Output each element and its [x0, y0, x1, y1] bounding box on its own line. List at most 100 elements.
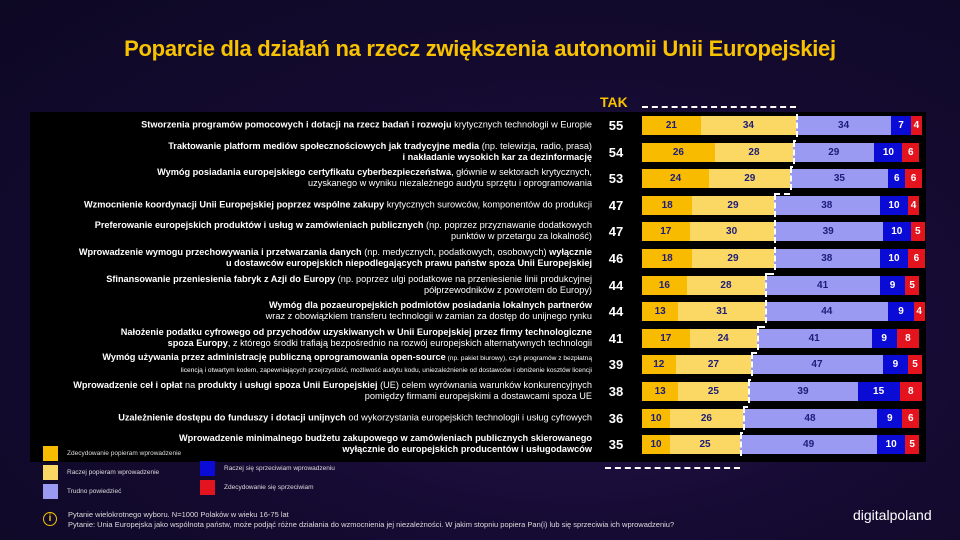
tak-value: 47 [608, 197, 624, 213]
stacked-bar: 10 25 49 10 5 [642, 435, 920, 455]
row-label: Wprowadzenie ceł i opłat na produkty i u… [32, 380, 592, 402]
bar-segment-strongly-oppose: 8 [899, 382, 922, 401]
bar-segment-strongly-support: 10 [642, 408, 670, 428]
tak-value: 44 [608, 304, 624, 320]
row-label: Wymóg posiadania europejskiego certyfika… [32, 167, 592, 189]
row-label-text: Wprowadzenie minimalnego budżetu zakupow… [179, 433, 592, 455]
bar-segment-rather-oppose: 6 [888, 169, 906, 189]
row-label: Traktowanie platform mediów społeczności… [32, 141, 592, 163]
row-label: Wprowadzenie minimalnego budżetu zakupow… [32, 433, 592, 455]
bar-segment-strongly-support: 12 [642, 355, 676, 375]
bar-segment-strongly-oppose: 5 [905, 435, 920, 455]
tak-divider-step [773, 192, 791, 195]
legend-item: Zdecydowanie popieram wprowadzenie [43, 446, 181, 461]
legend-swatch [200, 461, 215, 476]
row-label-text: krytycznych surowców, komponentów do pro… [384, 199, 592, 210]
chart-row: Wymóg dla pozaeuropejskich podmiotów pos… [0, 298, 960, 324]
bar-segment-strongly-support: 17 [642, 328, 690, 348]
bar-segment-strongly-support: 16 [642, 275, 687, 295]
bar-segment-hard-to-say: 48 [742, 408, 878, 428]
tak-value: 38 [608, 384, 624, 399]
row-label: Wymóg używania przez administrację publi… [32, 352, 592, 376]
chart-row: Wprowadzenie minimalnego budżetu zakupow… [0, 431, 960, 457]
bar-segment-strongly-support: 26 [642, 142, 715, 162]
bar-segment-strongly-support: 17 [642, 222, 690, 242]
bar-segment-strongly-support: 10 [642, 435, 670, 455]
tak-bracket-bottom [605, 467, 740, 469]
bar-segment-rather-support: 25 [678, 382, 749, 401]
row-label-text: Sfinansowanie przeniesienia fabryk z Azj… [106, 273, 336, 284]
chart-row: Preferowanie europejskich produktów i us… [0, 218, 960, 244]
tak-divider-step [751, 352, 757, 355]
row-label-text: (np. poprzez ulgi podatkowe na przeniesi… [337, 273, 592, 295]
info-icon: i [43, 512, 57, 526]
chart-row: Traktowanie platform mediów społeczności… [0, 139, 960, 165]
bar-segment-hard-to-say: 38 [773, 195, 880, 215]
bar-segment-rather-oppose: 15 [857, 382, 900, 401]
row-label-text: produkty i usługi spoza Unii Europejskie… [197, 380, 378, 390]
bar-segment-rather-oppose: 10 [882, 222, 911, 242]
tak-divider-step [765, 272, 774, 275]
bar-segment-rather-support: 30 [689, 222, 774, 242]
bar-segment-strongly-oppose: 4 [910, 116, 922, 135]
stacked-bar: 26 28 29 10 6 [642, 142, 920, 162]
bar-segment-strongly-support: 24 [642, 169, 710, 189]
row-label-text: Stworzenia programów pomocowych i dotacj… [141, 119, 452, 130]
bar-segment-strongly-support: 18 [642, 195, 693, 215]
bar-segment-hard-to-say: 49 [740, 435, 878, 455]
bar-segment-hard-to-say: 35 [790, 169, 889, 189]
row-label-text: Wprowadzenie ceł i opłat [73, 380, 183, 390]
row-label: Wymóg dla pozaeuropejskich podmiotów pos… [32, 300, 592, 322]
bar-segment-rather-support: 26 [670, 408, 743, 428]
tak-value: 46 [608, 251, 624, 266]
row-label-text: (np. pakiet biurowy), czyli programów z … [180, 355, 592, 375]
bar-segment-rather-oppose: 9 [888, 302, 914, 322]
bar-segment-hard-to-say: 39 [773, 222, 883, 242]
row-label-text: wraz z obowiązkiem transferu technologii… [265, 311, 592, 322]
bar-segment-strongly-oppose: 6 [905, 169, 922, 189]
legend-label: Trudno powiedzieć [67, 488, 122, 495]
tak-divider [796, 114, 798, 137]
row-label-text: wyłącznie u dostawców europejskich niepo… [225, 247, 592, 268]
bar-segment-strongly-oppose: 8 [896, 328, 920, 348]
bar-segment-hard-to-say: 38 [773, 249, 880, 268]
legend-swatch [43, 465, 58, 480]
bar-segment-rather-oppose: 10 [879, 249, 908, 268]
stacked-bar: 18 29 38 10 4 [642, 195, 920, 215]
row-label: Stworzenia programów pomocowych i dotacj… [32, 120, 592, 131]
row-label-text: , głównie w sektorach krytycznych, uzysk… [308, 167, 592, 189]
bar-segment-strongly-oppose: 6 [907, 249, 925, 268]
bar-segment-rather-oppose: 7 [891, 116, 911, 135]
stacked-bar: 13 31 44 9 4 [642, 302, 925, 322]
stacked-bar: 18 29 38 10 6 [642, 249, 925, 268]
tak-divider [793, 140, 796, 164]
chart-row: Nałożenie podatku cyfrowego od przychodó… [0, 325, 960, 351]
stacked-bar: 16 28 41 9 5 [642, 275, 920, 295]
legend-label: Zdecydowanie popieram wprowadzenie [67, 450, 182, 457]
tak-divider-step [748, 379, 752, 381]
bar-segment-strongly-support: 21 [642, 116, 701, 135]
bar-segment-rather-oppose: 10 [874, 142, 903, 162]
stacked-bar: 12 27 47 9 5 [642, 355, 922, 375]
tak-header: TAK [600, 94, 628, 110]
legend-swatch [43, 484, 58, 499]
row-label-text: Preferowanie europejskich produktów i us… [94, 220, 424, 231]
row-label-text: Wymóg używania przez administrację publi… [102, 352, 446, 363]
bar-segment-strongly-support: 18 [642, 249, 693, 268]
footnote: Pytanie wielokrotnego wyboru. N=1000 Pol… [68, 510, 674, 530]
tak-divider [748, 380, 751, 403]
row-label: Preferowanie europejskich produktów i us… [32, 220, 592, 242]
chart-row: Wymóg używania przez administrację publi… [0, 351, 960, 377]
bar-segment-strongly-oppose: 4 [907, 195, 920, 215]
tak-divider-step [742, 405, 749, 408]
row-label-text: (np. poprzez przyznawanie dodatkowych pu… [426, 220, 592, 242]
bar-segment-rather-support: 28 [686, 275, 766, 295]
bar-segment-rather-oppose: 9 [882, 355, 908, 375]
bar-segment-rather-support: 24 [689, 328, 757, 348]
bar-segment-rather-support: 31 [678, 302, 766, 322]
chart-row: Wzmocnienie koordynacji Unii Europejskie… [0, 192, 960, 218]
bar-segment-rather-oppose: 9 [871, 328, 897, 348]
tak-value: 53 [608, 171, 624, 187]
tak-divider [765, 300, 768, 324]
bar-segment-strongly-oppose: 4 [913, 302, 925, 322]
